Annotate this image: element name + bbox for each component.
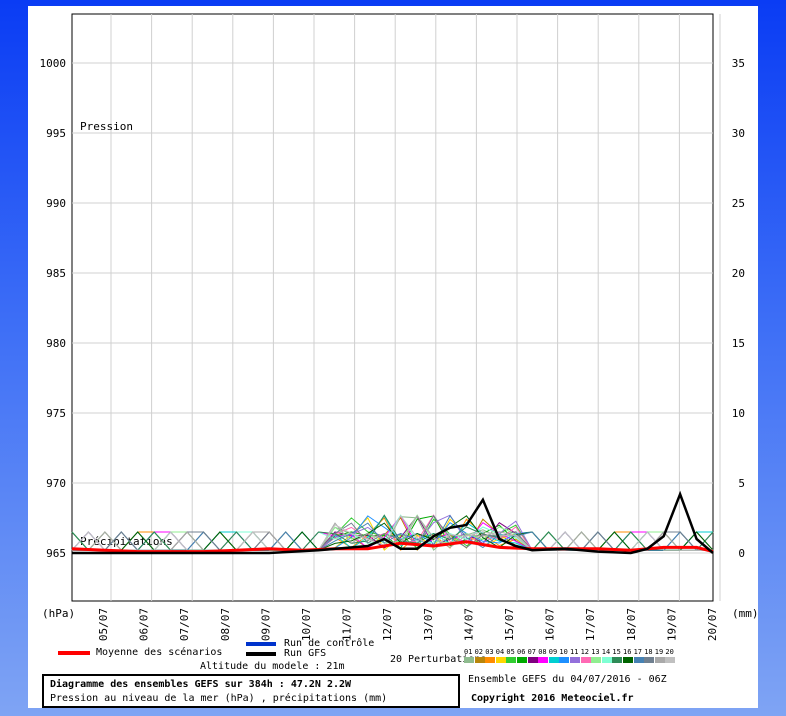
perturbation-swatch	[527, 657, 538, 663]
date-tick-label: 19/07	[665, 608, 678, 641]
right-tick-label: 25	[732, 197, 745, 210]
perturbation-swatch	[495, 657, 506, 663]
perturbation-swatch	[601, 657, 612, 663]
perturbation-swatch	[538, 657, 549, 663]
date-tick-label: 15/07	[503, 608, 516, 641]
perturbation-number: 14	[601, 648, 611, 656]
left-tick-label: 990	[46, 197, 66, 210]
date-tick-label: 08/07	[219, 608, 232, 641]
perturbation-number: 03	[485, 648, 494, 656]
right-tick-label: 5	[738, 477, 745, 490]
date-tick-label: 20/07	[706, 608, 719, 641]
right-tick-label: 10	[732, 407, 745, 420]
date-tick-label: 05/07	[97, 608, 110, 641]
perturbation-swatch	[464, 657, 474, 663]
date-tick-label: 06/07	[138, 608, 151, 641]
date-tick-label: 09/07	[259, 608, 272, 641]
perturbations-label: 20 Perturbations	[390, 654, 487, 665]
control-legend-swatch	[246, 642, 276, 646]
date-tick-label: 16/07	[544, 608, 557, 641]
right-tick-label: 35	[732, 57, 745, 70]
control-legend-label: Run de contrôle	[284, 638, 375, 649]
perturbation-number: 20	[665, 648, 674, 656]
left-tick-label: 970	[46, 477, 66, 490]
perturbation-swatch	[548, 657, 559, 663]
chart-panel: 1040751035701030651025601020551015501010…	[28, 6, 758, 708]
left-tick-label: 965	[46, 547, 66, 560]
mean-legend-label: Moyenne des scénarios	[96, 647, 223, 658]
date-tick-label: 10/07	[300, 608, 313, 641]
perturbation-number: 10	[559, 648, 568, 656]
run-label: Ensemble GEFS du 04/07/2016 - 06Z	[468, 674, 667, 685]
perturbation-swatch	[591, 657, 602, 663]
info-subtitle: Pression au niveau de la mer (hPa) , pré…	[50, 693, 388, 704]
perturbation-number: 12	[580, 648, 590, 656]
perturbation-swatch	[485, 657, 496, 663]
ensemble-chart: 1040751035701030651025601020551015501010…	[40, 13, 758, 641]
mean-legend-swatch	[58, 651, 90, 655]
perturbation-swatch	[654, 657, 665, 663]
perturbation-swatch	[633, 657, 644, 663]
date-tick-label: 12/07	[381, 608, 394, 641]
left-tick-label: 1000	[40, 57, 67, 70]
perturbation-swatch	[644, 657, 655, 663]
gfs-legend-label: Run GFS	[284, 648, 327, 659]
date-tick-label: 11/07	[341, 608, 354, 641]
info-box: Diagramme des ensembles GEFS sur 384h : …	[42, 674, 460, 708]
date-tick-label: 17/07	[584, 608, 597, 641]
info-title: Diagramme des ensembles GEFS sur 384h : …	[50, 679, 352, 690]
right-tick-label: 30	[732, 127, 745, 140]
perturbation-swatch	[506, 657, 517, 663]
perturbation-number: 09	[548, 648, 558, 656]
perturbation-number: 16	[623, 648, 632, 656]
right-tick-label: 15	[732, 337, 745, 350]
date-tick-label: 13/07	[422, 608, 435, 641]
perturbation-number: 11	[570, 648, 579, 656]
perturbation-swatch	[474, 657, 485, 663]
perturbation-swatch	[580, 657, 591, 663]
perturbation-number: 08	[538, 648, 547, 656]
perturbation-number: 18	[644, 648, 653, 656]
perturbation-number: 17	[633, 648, 643, 656]
right-tick-label: 0	[738, 547, 745, 560]
perturbation-swatch	[665, 657, 676, 663]
perturbation-number: 19	[654, 648, 664, 656]
perturbation-swatch	[517, 657, 527, 663]
series-line-4	[72, 490, 714, 555]
perturbation-swatch	[623, 657, 633, 663]
perturbation-swatch	[559, 657, 570, 663]
left-tick-label: 975	[46, 407, 66, 420]
perturbation-number: 07	[527, 648, 537, 656]
perturbation-number: 02	[474, 648, 484, 656]
altitude-label: Altitude du modele : 21m	[200, 661, 345, 672]
perturbation-number: 13	[591, 648, 600, 656]
left-tick-label: 980	[46, 337, 66, 350]
plot-frame	[71, 13, 714, 602]
left-tick-label: 995	[46, 127, 66, 140]
gfs-legend-swatch	[246, 652, 276, 656]
date-tick-label: 14/07	[462, 608, 475, 641]
date-tick-label: 07/07	[178, 608, 191, 641]
copyright-label: Copyright 2016 Meteociel.fr	[471, 693, 634, 704]
left-tick-label: 985	[46, 267, 66, 280]
left-axis-unit: (hPa)	[42, 607, 75, 620]
perturbation-swatch	[570, 657, 580, 663]
perturbation-number: 06	[517, 648, 526, 656]
right-axis-unit: (mm)	[732, 607, 758, 620]
perturbation-swatch	[612, 657, 623, 663]
perturbation-number: 15	[612, 648, 621, 656]
pressure-section-label: Pression	[80, 120, 133, 133]
perturbation-number: 05	[506, 648, 515, 656]
perturbation-number: 04	[495, 648, 505, 656]
series-line-3	[71, 540, 714, 554]
date-tick-label: 18/07	[625, 608, 638, 641]
right-tick-label: 20	[732, 267, 745, 280]
perturbation-number: 01	[464, 648, 473, 656]
